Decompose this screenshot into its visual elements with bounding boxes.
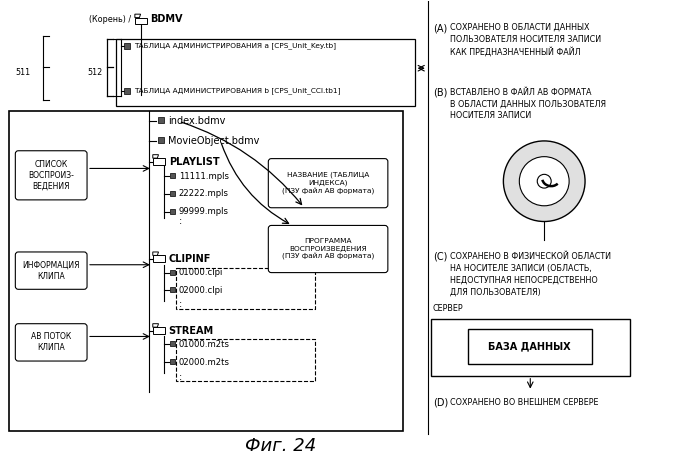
Bar xyxy=(170,341,175,346)
FancyBboxPatch shape xyxy=(15,252,87,289)
Bar xyxy=(153,327,165,334)
Text: :: : xyxy=(179,372,182,382)
Bar xyxy=(135,18,147,24)
Text: 22222.mpls: 22222.mpls xyxy=(179,190,229,198)
Bar xyxy=(124,43,130,48)
Bar xyxy=(158,137,164,143)
Text: НАЗВАНИЕ (ТАБЛИЦА
ИНДЕКСА)
(ПЗУ файл АВ формата): НАЗВАНИЕ (ТАБЛИЦА ИНДЕКСА) (ПЗУ файл АВ … xyxy=(282,172,374,195)
Text: 11111.mpls: 11111.mpls xyxy=(179,172,229,181)
Text: ПРОГРАММА
ВОСПРОИЗВЕДЕНИЯ
(ПЗУ файл АВ формата): ПРОГРАММА ВОСПРОИЗВЕДЕНИЯ (ПЗУ файл АВ ф… xyxy=(282,238,374,260)
Text: 511: 511 xyxy=(15,68,31,77)
Bar xyxy=(153,158,165,165)
Text: (C): (C) xyxy=(433,252,447,262)
Text: (B): (B) xyxy=(433,88,447,98)
FancyBboxPatch shape xyxy=(116,39,415,106)
Text: (A): (A) xyxy=(433,23,447,33)
Text: ТАБЛИЦА АДМИНИСТРИРОВАНИЯ b [CPS_Unit_CCl.tb1]: ТАБЛИЦА АДМИНИСТРИРОВАНИЯ b [CPS_Unit_CC… xyxy=(134,87,340,94)
FancyBboxPatch shape xyxy=(431,319,630,376)
Text: 99999.mpls: 99999.mpls xyxy=(179,207,229,216)
Ellipse shape xyxy=(503,141,585,222)
Text: ВСТАВЛЕНО В ФАЙЛ АВ ФОРМАТА
В ОБЛАСТИ ДАННЫХ ПОЛЬЗОВАТЕЛЯ
НОСИТЕЛЯ ЗАПИСИ: ВСТАВЛЕНО В ФАЙЛ АВ ФОРМАТА В ОБЛАСТИ ДА… xyxy=(449,88,605,121)
Ellipse shape xyxy=(538,174,552,188)
Text: 512: 512 xyxy=(87,68,102,77)
Text: ИНФОРМАЦИЯ
КЛИПА: ИНФОРМАЦИЯ КЛИПА xyxy=(22,260,80,281)
Text: АВ ПОТОК
КЛИПА: АВ ПОТОК КЛИПА xyxy=(31,332,71,352)
Text: ТАБЛИЦА АДМИНИСТРИРОВАНИЯ a [CPS_Unit_Key.tb]: ТАБЛИЦА АДМИНИСТРИРОВАНИЯ a [CPS_Unit_Ke… xyxy=(134,42,336,49)
Text: СПИСОК
ВОСПРОИЗ-
ВЕДЕНИЯ: СПИСОК ВОСПРОИЗ- ВЕДЕНИЯ xyxy=(28,159,74,191)
Text: Фиг. 24: Фиг. 24 xyxy=(245,436,316,455)
Text: 02000.m2ts: 02000.m2ts xyxy=(179,357,230,367)
Ellipse shape xyxy=(519,157,569,206)
Text: (D): (D) xyxy=(433,397,448,407)
Bar xyxy=(170,173,175,178)
FancyBboxPatch shape xyxy=(268,225,388,273)
Text: :: : xyxy=(179,299,182,309)
Bar xyxy=(124,88,130,94)
Text: (Корень) /: (Корень) / xyxy=(89,15,131,24)
Bar xyxy=(158,117,164,123)
Polygon shape xyxy=(153,252,159,255)
Bar xyxy=(153,255,165,262)
Text: index.bdmv: index.bdmv xyxy=(168,116,225,126)
Text: 02000.clpi: 02000.clpi xyxy=(179,286,223,295)
Text: 01000.m2ts: 01000.m2ts xyxy=(179,340,230,349)
Polygon shape xyxy=(153,154,159,158)
FancyBboxPatch shape xyxy=(468,329,592,364)
Polygon shape xyxy=(153,324,159,327)
FancyBboxPatch shape xyxy=(268,159,388,208)
Text: :: : xyxy=(179,216,182,225)
Bar xyxy=(170,359,175,364)
Bar xyxy=(170,209,175,213)
Text: СОХРАНЕНО ВО ВНЕШНЕМ СЕРВЕРЕ: СОХРАНЕНО ВО ВНЕШНЕМ СЕРВЕРЕ xyxy=(449,398,598,407)
Bar xyxy=(170,191,175,196)
FancyBboxPatch shape xyxy=(9,112,403,431)
Text: BDMV: BDMV xyxy=(150,14,182,24)
Text: MovieObject.bdmv: MovieObject.bdmv xyxy=(168,136,259,146)
Text: 01000.clpi: 01000.clpi xyxy=(179,268,223,277)
Polygon shape xyxy=(135,14,140,18)
Text: СОХРАНЕНО В ОБЛАСТИ ДАННЫХ
ПОЛЬЗОВАТЕЛЯ НОСИТЕЛЯ ЗАПИСИ
КАК ПРЕДНАЗНАЧЕННЫЙ ФАЙЛ: СОХРАНЕНО В ОБЛАСТИ ДАННЫХ ПОЛЬЗОВАТЕЛЯ … xyxy=(449,23,600,57)
FancyBboxPatch shape xyxy=(15,324,87,361)
Text: PLAYLIST: PLAYLIST xyxy=(168,157,219,166)
FancyBboxPatch shape xyxy=(15,151,87,200)
Text: STREAM: STREAM xyxy=(168,325,214,335)
Bar xyxy=(170,270,175,275)
Text: СОХРАНЕНО В ФИЗИЧЕСКОЙ ОБЛАСТИ
НА НОСИТЕЛЕ ЗАПИСИ (ОБЛАСТЬ,
НЕДОСТУПНАЯ НЕПОСРЕД: СОХРАНЕНО В ФИЗИЧЕСКОЙ ОБЛАСТИ НА НОСИТЕ… xyxy=(449,252,611,297)
Bar xyxy=(170,287,175,292)
Text: БАЗА ДАННЫХ: БАЗА ДАННЫХ xyxy=(489,341,571,351)
Text: СЕРВЕР: СЕРВЕР xyxy=(433,304,463,314)
Text: CLIPINF: CLIPINF xyxy=(168,254,211,264)
